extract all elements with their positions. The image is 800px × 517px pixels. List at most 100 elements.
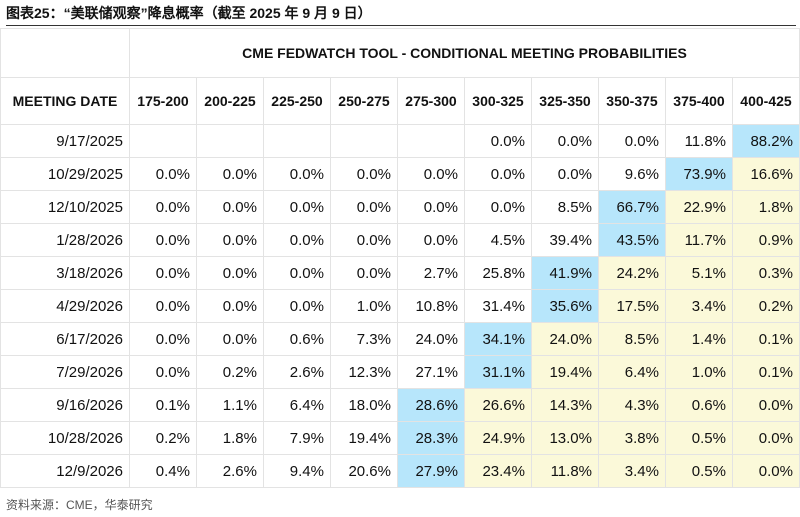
probability-cell: 0.0% (464, 124, 532, 158)
probability-cell: 0.1% (129, 388, 197, 422)
meeting-date: 12/9/2026 (0, 454, 130, 488)
probability-cell: 0.6% (263, 322, 331, 356)
column-header: 400-425 (732, 77, 800, 125)
probability-cell: 23.4% (464, 454, 532, 488)
probability-cell: 7.9% (263, 421, 331, 455)
meeting-date: 6/17/2026 (0, 322, 130, 356)
column-header: 275-300 (397, 77, 465, 125)
probability-cell: 6.4% (263, 388, 331, 422)
probability-cell: 0.0% (732, 421, 800, 455)
probability-cell: 0.0% (330, 157, 398, 191)
table-row: 6/17/2026 0.0% 0.0% 0.6% 7.3% 24.0% 34.1% 24.0%… (0, 322, 800, 356)
probability-cell: 0.0% (263, 289, 331, 323)
probability-cell: 0.0% (196, 223, 264, 257)
probability-cell: 10.8% (397, 289, 465, 323)
table-row: 10/29/2025 0.0% 0.0% 0.0% 0.0% 0.0% 0.0% 0.0% 9.… (0, 157, 800, 191)
probability-cell: 28.3% (397, 421, 465, 455)
probability-cell: 0.0% (263, 190, 331, 224)
probability-cell: 34.1% (464, 322, 532, 356)
table-row: 10/28/2026 0.2% 1.8% 7.9% 19.4% 28.3% 24.9% 13.… (0, 421, 800, 455)
probability-cell: 66.7% (598, 190, 666, 224)
meeting-date: 7/29/2026 (0, 355, 130, 389)
probability-cell: 35.6% (531, 289, 599, 323)
table-row: 9/16/2026 0.1% 1.1% 6.4% 18.0% 28.6% 26.6% 14.3… (0, 388, 800, 422)
probability-cell: 13.0% (531, 421, 599, 455)
probability-cell: 17.5% (598, 289, 666, 323)
table-row: 7/29/2026 0.0% 0.2% 2.6% 12.3% 27.1% 31.1% 19.4… (0, 355, 800, 389)
column-header: 300-325 (464, 77, 532, 125)
probability-cell: 0.0% (732, 388, 800, 422)
table-row: 12/10/2025 0.0% 0.0% 0.0% 0.0% 0.0% 0.0% 8.5% 66… (0, 190, 800, 224)
probability-cell: 24.0% (531, 322, 599, 356)
probability-cell: 0.0% (129, 190, 197, 224)
table-row: 9/17/2025 0.0% 0.0% 0.0% 11.8% 88.2% (0, 124, 800, 158)
probability-cell: 1.8% (196, 421, 264, 455)
table-row: 1/28/2026 0.0% 0.0% 0.0% 0.0% 0.0% 4.5% 39.4% 43… (0, 223, 800, 257)
probability-cell: 27.1% (397, 355, 465, 389)
probability-cell: 1.4% (665, 322, 733, 356)
probability-cell: 1.0% (330, 289, 398, 323)
probability-cell: 0.0% (129, 322, 197, 356)
probability-cell: 2.6% (196, 454, 264, 488)
probability-cell: 31.1% (464, 355, 532, 389)
probability-cell: 3.4% (665, 289, 733, 323)
probability-cell: 0.2% (196, 355, 264, 389)
corner-cell (0, 28, 130, 78)
column-header: 375-400 (665, 77, 733, 125)
probability-cell: 8.5% (531, 190, 599, 224)
probability-cell: 18.0% (330, 388, 398, 422)
probability-cell: 0.0% (196, 289, 264, 323)
probability-cell: 0.2% (732, 289, 800, 323)
probability-cell: 4.3% (598, 388, 666, 422)
probability-cell: 26.6% (464, 388, 532, 422)
meeting-date: 3/18/2026 (0, 256, 130, 290)
column-header: 175-200 (129, 77, 197, 125)
probability-cell: 0.0% (196, 322, 264, 356)
probability-cell: 11.7% (665, 223, 733, 257)
meeting-date: 9/16/2026 (0, 388, 130, 422)
probability-cell: 0.0% (732, 454, 800, 488)
probability-cell: 0.0% (598, 124, 666, 158)
probability-table: CME FEDWATCH TOOL - CONDITIONAL MEETING … (0, 28, 800, 488)
probability-cell: 0.0% (397, 157, 465, 191)
meeting-date: 1/28/2026 (0, 223, 130, 257)
probability-cell (196, 124, 264, 158)
column-header: 200-225 (196, 77, 264, 125)
probability-cell: 0.5% (665, 454, 733, 488)
probability-cell: 0.0% (196, 190, 264, 224)
figure-title: 图表25：“美联储观察”降息概率（截至 2025 年 9 月 9 日） (6, 3, 796, 26)
probability-cell: 0.0% (330, 223, 398, 257)
probability-cell: 11.8% (665, 124, 733, 158)
probability-cell: 88.2% (732, 124, 800, 158)
probability-cell: 2.6% (263, 355, 331, 389)
probability-cell: 5.1% (665, 256, 733, 290)
table-row: MEETING DATE 175-200 200-225 225-250 250-275… (0, 77, 800, 125)
probability-cell: 6.4% (598, 355, 666, 389)
probability-cell: 0.2% (129, 421, 197, 455)
probability-cell: 1.8% (732, 190, 800, 224)
table-row: 4/29/2026 0.0% 0.0% 0.0% 1.0% 10.8% 31.4% 35.6%… (0, 289, 800, 323)
probability-cell: 0.9% (732, 223, 800, 257)
probability-cell: 0.0% (263, 157, 331, 191)
probability-cell: 24.2% (598, 256, 666, 290)
probability-cell: 11.8% (531, 454, 599, 488)
probability-cell: 4.5% (464, 223, 532, 257)
probability-cell: 0.0% (263, 256, 331, 290)
column-header: MEETING DATE (0, 77, 130, 125)
probability-cell: 1.1% (196, 388, 264, 422)
column-header: 225-250 (263, 77, 331, 125)
probability-cell: 0.0% (129, 289, 197, 323)
meeting-date: 4/29/2026 (0, 289, 130, 323)
probability-cell: 0.0% (464, 190, 532, 224)
probability-cell: 24.9% (464, 421, 532, 455)
probability-cell: 19.4% (531, 355, 599, 389)
probability-cell (330, 124, 398, 158)
probability-cell: 0.0% (464, 157, 532, 191)
probability-cell: 0.1% (732, 322, 800, 356)
probability-cell: 24.0% (397, 322, 465, 356)
probability-cell (129, 124, 197, 158)
probability-cell: 73.9% (665, 157, 733, 191)
probability-cell: 3.4% (598, 454, 666, 488)
probability-cell: 0.0% (330, 256, 398, 290)
probability-cell: 0.6% (665, 388, 733, 422)
